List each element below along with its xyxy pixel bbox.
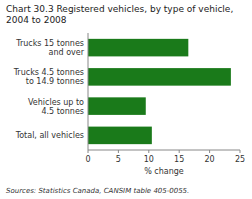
x-axis xyxy=(88,150,240,151)
x-tick xyxy=(118,150,119,153)
x-tick-label: 15 xyxy=(174,155,184,164)
x-tick xyxy=(148,150,149,153)
category-label: Total, all vehicles xyxy=(15,131,84,140)
x-tick xyxy=(88,150,89,153)
category-label: Trucks 4.5 tonnesto 14.9 tonnes xyxy=(13,68,84,86)
category-label: Trucks 15 tonnesand over xyxy=(15,39,85,57)
bar xyxy=(88,97,146,115)
x-tick-label: 0 xyxy=(85,155,90,164)
x-tick-label: 20 xyxy=(205,155,215,164)
x-tick-label: 10 xyxy=(144,155,154,164)
x-tick xyxy=(179,150,180,153)
source: Sources: Statistics Canada, CANSIM table… xyxy=(6,187,189,195)
title: Chart 30.3 Registered vehicles, by type … xyxy=(6,4,233,25)
zero-line xyxy=(88,33,89,150)
category-label: Vehicles up to4.5 tonnes xyxy=(28,98,84,116)
x-axis-label: % change xyxy=(144,167,184,176)
x-tick-label: 25 xyxy=(235,155,245,164)
x-tick xyxy=(209,150,210,153)
bar xyxy=(88,127,152,145)
chart: Chart 30.3 Registered vehicles, by type … xyxy=(0,0,252,199)
x-tick xyxy=(240,150,241,153)
bar xyxy=(88,68,231,86)
x-tick-label: 5 xyxy=(116,155,121,164)
bar xyxy=(88,39,188,57)
bars xyxy=(88,39,231,144)
